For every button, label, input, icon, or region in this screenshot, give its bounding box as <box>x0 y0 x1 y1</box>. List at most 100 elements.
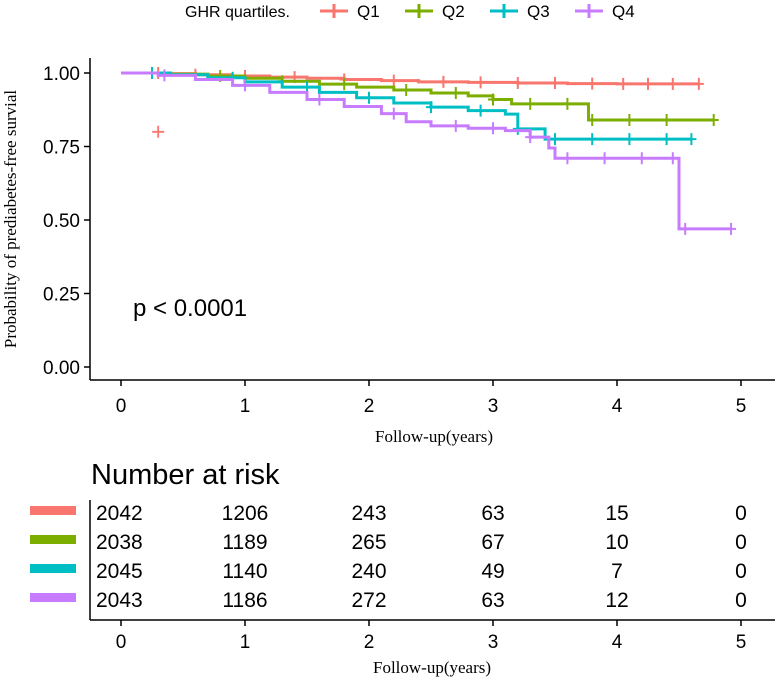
censor-mark <box>667 77 678 90</box>
risk-row-q1: 2042 1206 243 63 15 0 <box>30 502 747 525</box>
censor-mark <box>512 76 523 89</box>
censor-mark <box>661 133 672 146</box>
risk-row-color-key <box>30 593 76 602</box>
censor-mark <box>240 79 250 92</box>
risk-count: 0 <box>735 531 747 554</box>
risk-row-color-key <box>30 564 76 573</box>
risk-count: 10 <box>605 531 628 554</box>
censor-mark <box>475 76 486 89</box>
censor-mark <box>438 75 449 88</box>
risk-count: 0 <box>735 560 747 583</box>
risk-count: 63 <box>481 589 504 612</box>
risk-row-q4: 2043 1186 272 63 12 0 <box>30 589 747 612</box>
risk-x-tick-label: 0 <box>116 632 127 653</box>
legend-key-q3 <box>490 4 518 18</box>
censor-mark <box>512 122 523 135</box>
censor-mark <box>587 133 598 146</box>
censor-mark <box>550 76 560 89</box>
censor-mark <box>726 222 737 235</box>
risk-count: 2045 <box>96 560 143 583</box>
risk-count: 1189 <box>222 531 267 554</box>
risk-count: 12 <box>605 589 628 612</box>
censor-mark <box>624 133 635 146</box>
censor-mark <box>525 131 536 144</box>
risk-row-q2: 2038 1189 265 67 10 0 <box>30 531 747 554</box>
censor-mark <box>624 114 635 127</box>
series-q4 <box>121 69 737 235</box>
censor-mark <box>643 77 653 90</box>
legend: GHR quartiles. Q1 Q2 Q3 Q4 <box>185 2 635 21</box>
risk-count: 1206 <box>222 502 269 525</box>
plot-area: 0.00 0.25 0.50 0.75 1.00 0 1 2 3 4 5 <box>43 58 775 417</box>
censor-mark <box>562 152 573 165</box>
censor-mark <box>488 122 498 135</box>
risk-row-color-key <box>30 506 76 515</box>
censor-mark <box>475 104 486 117</box>
survival-curve-q4 <box>121 71 732 231</box>
risk-count: 2042 <box>96 502 143 525</box>
y-tick-label: 0.50 <box>43 211 80 232</box>
risk-x-tick-label: 1 <box>240 632 251 653</box>
risk-x-axis-title: Follow-up(years) <box>373 658 491 677</box>
censor-mark <box>618 77 629 90</box>
censor-mark <box>450 86 461 99</box>
risk-count: 15 <box>605 502 628 525</box>
legend-item-q1: Q1 <box>320 2 380 21</box>
censor-mark <box>314 93 325 106</box>
legend-label: Q2 <box>442 2 465 21</box>
risk-x-tick-label: 4 <box>612 632 623 653</box>
censor-mark <box>693 77 704 90</box>
censor-mark <box>667 152 678 165</box>
censor-mark <box>401 84 412 97</box>
x-tick-label: 3 <box>488 396 499 417</box>
censor-mark <box>599 152 610 165</box>
risk-count: 7 <box>611 560 623 583</box>
legend-label: Q1 <box>357 2 380 21</box>
legend-key-q1 <box>320 4 348 18</box>
x-tick-label: 0 <box>116 396 127 417</box>
risk-count: 67 <box>481 531 504 554</box>
risk-table-title: Number at risk <box>91 459 280 491</box>
risk-count: 240 <box>351 560 386 583</box>
risk-count: 0 <box>735 589 747 612</box>
risk-x-tick-label: 2 <box>364 632 375 653</box>
survival-curve-q2 <box>121 71 714 122</box>
x-tick-label: 2 <box>364 396 375 417</box>
series-q3 <box>121 67 697 146</box>
risk-x-tick-label: 3 <box>488 632 499 653</box>
censor-mark <box>388 74 399 87</box>
legend-item-q4: Q4 <box>575 2 635 21</box>
risk-count: 49 <box>481 560 504 583</box>
legend-title: GHR quartiles. <box>185 4 290 21</box>
legend-item-q3: Q3 <box>490 2 550 21</box>
survival-curve-q3 <box>121 71 692 141</box>
censor-mark <box>525 97 536 110</box>
censor-mark <box>562 97 573 110</box>
legend-key-q4 <box>575 4 603 18</box>
legend-item-q2: Q2 <box>405 2 465 21</box>
censor-mark <box>488 93 498 106</box>
risk-count: 63 <box>481 502 504 525</box>
risk-count: 1186 <box>222 589 267 612</box>
risk-count: 243 <box>351 502 386 525</box>
x-tick-label: 1 <box>240 396 251 417</box>
risk-count: 2038 <box>96 531 143 554</box>
censor-mark <box>339 78 350 91</box>
y-tick-label: 0.25 <box>43 285 80 306</box>
y-tick-label: 0.75 <box>43 138 80 159</box>
series-q2 <box>121 67 719 127</box>
censor-mark <box>636 152 647 165</box>
censor-mark <box>426 101 436 114</box>
risk-count: 0 <box>735 502 747 525</box>
censor-mark <box>587 114 598 127</box>
risk-row-color-key <box>30 535 76 544</box>
x-tick-label: 4 <box>612 396 623 417</box>
censor-mark <box>661 114 672 127</box>
risk-count: 265 <box>351 531 386 554</box>
censor-mark <box>680 222 691 235</box>
censor-mark-outlier <box>152 125 165 138</box>
x-axis-title: Follow-up(years) <box>375 427 493 446</box>
y-tick-label: 0.00 <box>43 358 80 379</box>
censor-mark <box>587 77 598 90</box>
